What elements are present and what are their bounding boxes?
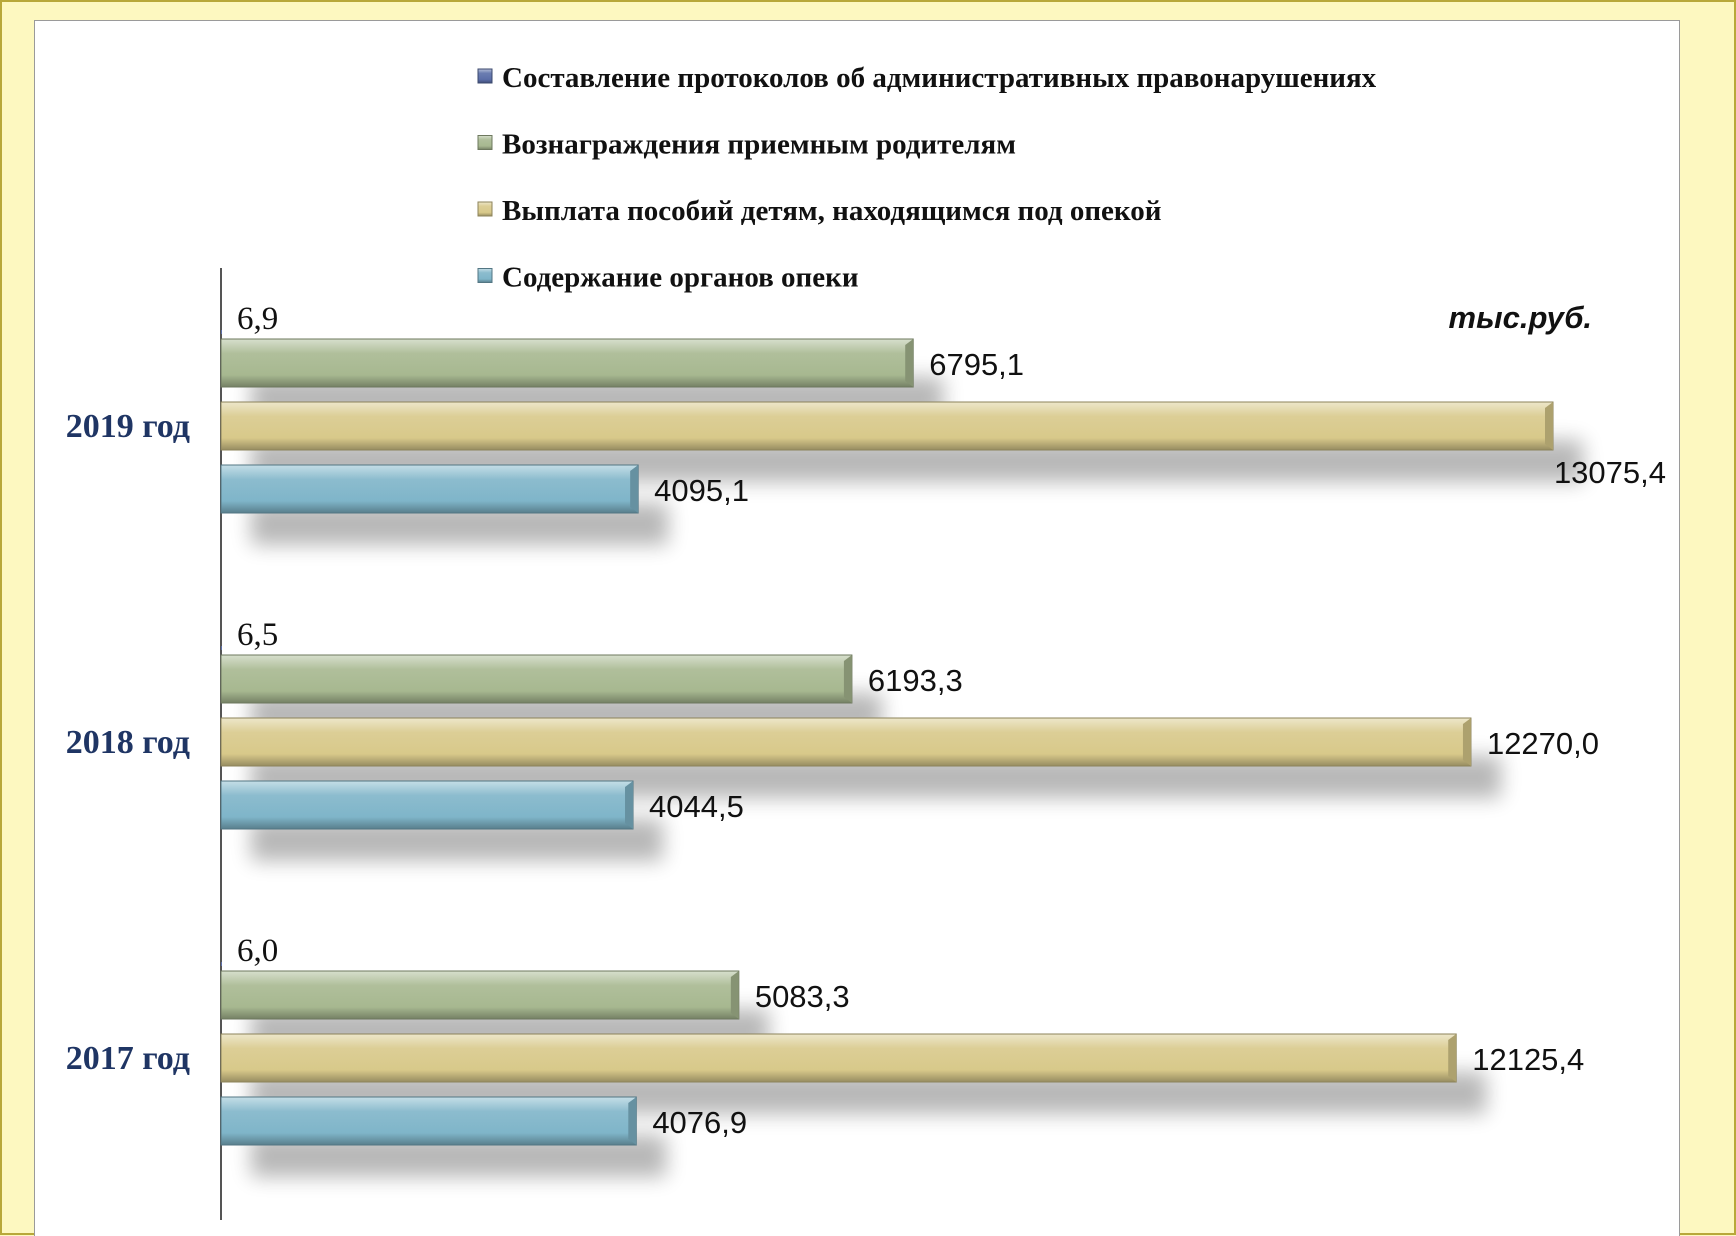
legend-swatch bbox=[477, 201, 493, 217]
bar bbox=[221, 646, 222, 650]
bar-end-cap bbox=[1545, 402, 1553, 450]
legend-label: Составление протоколов об административн… bbox=[502, 62, 1377, 94]
legend-item: Выплата пособий детям, находящимся под о… bbox=[477, 195, 1161, 227]
bar bbox=[220, 338, 914, 388]
bar bbox=[220, 1033, 1457, 1083]
data-label: 4095,1 bbox=[654, 473, 749, 508]
bar-end-cap bbox=[730, 971, 739, 1019]
bar-end-cap bbox=[1448, 1034, 1457, 1082]
bar-end-cap bbox=[630, 465, 639, 513]
legend-swatch bbox=[477, 135, 493, 150]
bar bbox=[220, 717, 1472, 767]
bar bbox=[220, 1096, 637, 1146]
bar bbox=[221, 962, 222, 966]
data-label: 12270,0 bbox=[1487, 726, 1599, 761]
data-label: 6,0 bbox=[237, 933, 278, 969]
legend-label: Содержание органов опеки bbox=[502, 262, 859, 294]
data-label: 6,5 bbox=[237, 617, 278, 653]
data-label: 12125,4 bbox=[1472, 1042, 1584, 1077]
legend-item: Составление протоколов об административн… bbox=[477, 62, 1377, 94]
unit-label: тыс.руб. bbox=[1449, 300, 1592, 335]
legend-item: Содержание органов опеки bbox=[477, 262, 859, 294]
data-label: 6795,1 bbox=[929, 347, 1024, 382]
bar-end-cap bbox=[843, 655, 852, 703]
legend-label: Выплата пособий детям, находящимся под о… bbox=[502, 195, 1161, 227]
category-label: 2019 год bbox=[66, 408, 190, 445]
category-label: 2017 год bbox=[66, 1040, 190, 1077]
legend-item: Вознаграждения приемным родителям bbox=[477, 129, 1016, 161]
category-label: 2018 год bbox=[66, 724, 190, 761]
bar bbox=[220, 464, 639, 514]
bar bbox=[221, 330, 222, 334]
data-label: 5083,3 bbox=[755, 979, 850, 1014]
data-labels: 6,9 6795,1 13075,4 4095,1 6,5 6193,3 12270,0 40… bbox=[237, 301, 1666, 1140]
data-label: 13075,4 bbox=[1554, 455, 1666, 490]
data-label: 6193,3 bbox=[868, 663, 963, 698]
legend-swatch bbox=[477, 268, 493, 283]
legend-swatch bbox=[477, 68, 493, 84]
data-label: 6,9 bbox=[237, 301, 278, 337]
legend-label: Вознаграждения приемным родителям bbox=[502, 129, 1016, 161]
data-label: 4044,5 bbox=[649, 789, 744, 824]
bar bbox=[220, 970, 740, 1020]
bars bbox=[220, 330, 1554, 1146]
bar bbox=[220, 401, 1554, 451]
category-labels: 2019 год 2018 год 2017 год bbox=[66, 408, 190, 1077]
bar-end-cap bbox=[1462, 718, 1471, 766]
bar-end-cap bbox=[905, 339, 914, 387]
data-label: 4076,9 bbox=[652, 1105, 747, 1140]
bar-end-cap bbox=[628, 1097, 637, 1145]
bar-end-cap bbox=[625, 781, 634, 829]
bar bbox=[220, 654, 853, 704]
legend: Составление протоколов об административн… bbox=[477, 62, 1377, 294]
bar bbox=[220, 780, 634, 830]
